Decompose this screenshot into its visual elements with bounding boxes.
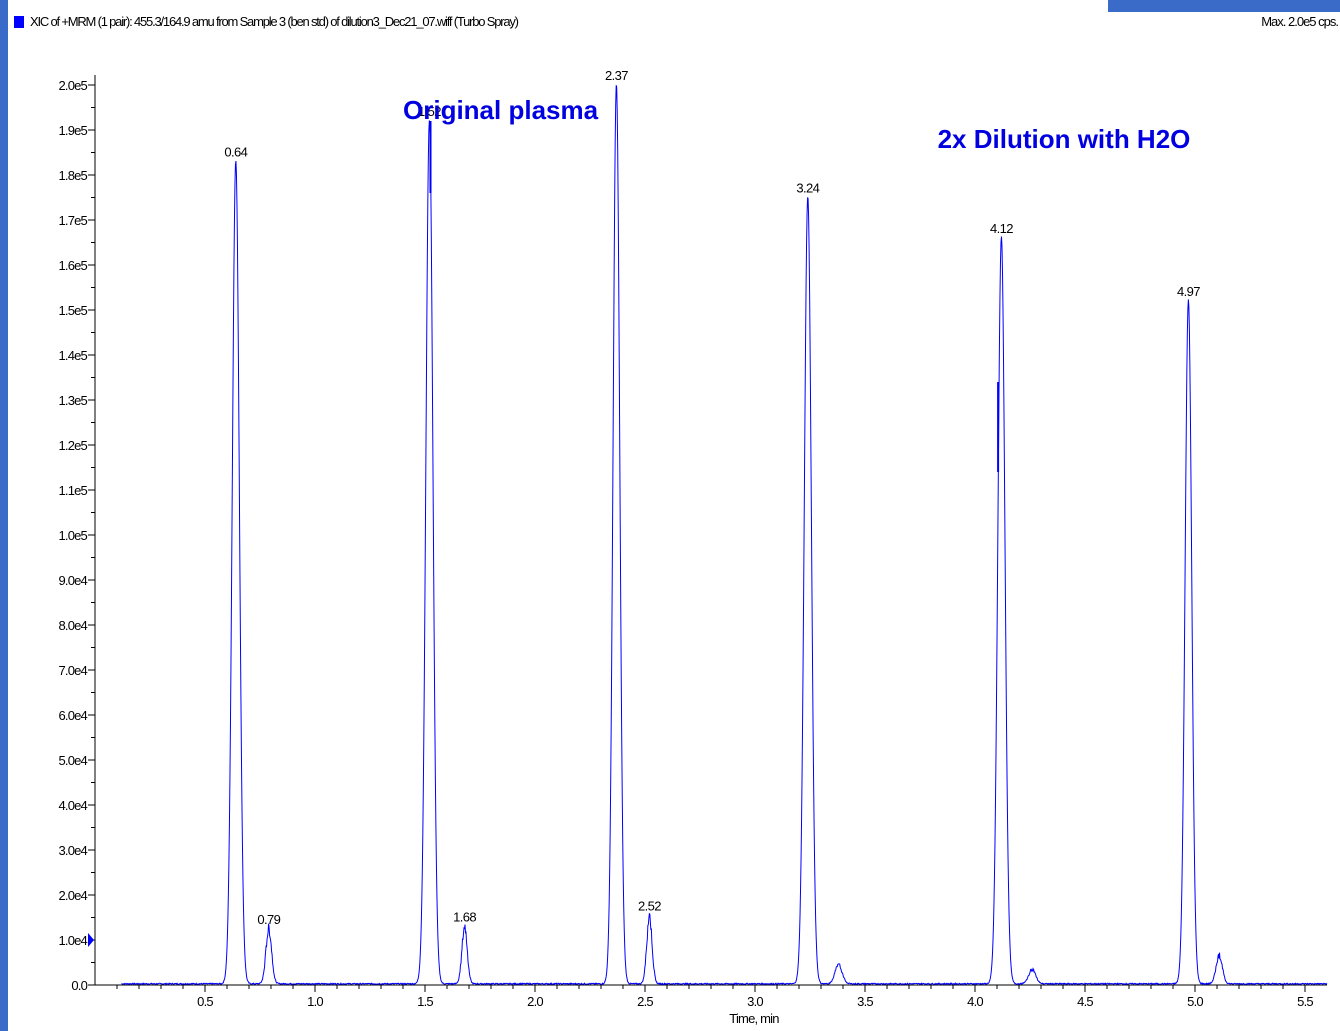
x-tick-label: 3.5: [857, 994, 873, 1009]
y-tick-label: 1.5e5: [58, 303, 87, 318]
y-tick-label: 8.0e4: [58, 618, 87, 633]
y-tick-label: 3.0e4: [58, 843, 87, 858]
chromatogram-trace: [121, 85, 1328, 986]
peak-label: 2.52: [638, 898, 661, 913]
peak-label: 4.97: [1177, 284, 1200, 299]
y-tick-label: 9.0e4: [58, 573, 87, 588]
peak-label: 0.79: [257, 912, 280, 927]
y-tick-label: 1.0e4: [58, 933, 87, 948]
y-tick-label: 1.7e5: [58, 213, 87, 228]
max-intensity-label: Max. 2.0e5 cps.: [1261, 14, 1339, 29]
y-tick-label: 2.0e5: [58, 78, 87, 93]
window-frame-band: [1108, 0, 1340, 12]
x-tick-label: 4.0: [967, 994, 983, 1009]
trace-title: XIC of +MRM (1 pair): 455.3/164.9 amu fr…: [30, 14, 519, 29]
peak-label: 1.68: [453, 910, 476, 925]
window-frame-notch: [1096, 0, 1108, 12]
peak-label: 1.52: [418, 104, 441, 119]
y-tick-label: 7.0e4: [58, 663, 87, 678]
x-tick-label: 0.5: [197, 994, 213, 1009]
x-axis-label: Time, min: [729, 1011, 779, 1026]
annotation-text: Original plasma: [403, 95, 599, 125]
x-tick-label: 2.0: [527, 994, 543, 1009]
y-tick-label: 5.0e4: [58, 753, 87, 768]
peak-label: 2.37: [605, 68, 628, 83]
x-tick-label: 3.0: [747, 994, 763, 1009]
x-tick-label: 1.0: [307, 994, 323, 1009]
peak-label: 4.12: [990, 221, 1013, 236]
y-tick-label: 0.0: [71, 978, 87, 993]
y-tick-label: 6.0e4: [58, 708, 87, 723]
y-tick-label: 1.3e5: [58, 393, 87, 408]
intensity-marker-icon[interactable]: [88, 933, 94, 947]
annotation-text: 2x Dilution with H2O: [938, 124, 1191, 154]
x-tick-label: 5.0: [1187, 994, 1203, 1009]
trace-layer: [121, 85, 1328, 986]
y-tick-label: 4.0e4: [58, 798, 87, 813]
axis-ticks: 0.5 1.0 1.5 2.0 2.5 3.0 3.5 4.0 4.5 5.0 5.5 0.0 1.0e…: [58, 78, 1314, 1009]
y-tick-label: 1.4e5: [58, 348, 87, 363]
y-tick-label: 1.9e5: [58, 123, 87, 138]
x-tick-label: 2.5: [637, 994, 653, 1009]
peak-label: 0.64: [224, 145, 247, 160]
y-tick-label: 2.0e4: [58, 888, 87, 903]
y-tick-label: 1.8e5: [58, 168, 87, 183]
y-tick-label: 1.1e5: [58, 483, 87, 498]
y-tick-label: 1.0e5: [58, 528, 87, 543]
axes: [94, 75, 1327, 986]
x-tick-label: 4.5: [1077, 994, 1093, 1009]
y-tick-label: 1.2e5: [58, 438, 87, 453]
x-tick-label: 5.5: [1297, 994, 1313, 1009]
chromatogram-window: [8, 0, 1340, 1031]
peak-labels: 0.64 0.79 1.52 1.68 2.37 2.52 3.24 4.12 4.97: [224, 68, 1200, 927]
x-tick-label: 1.5: [417, 994, 433, 1009]
peak-label: 3.24: [796, 181, 819, 196]
trace-color-swatch[interactable]: [14, 16, 24, 28]
annotations: Original plasma 2x Dilution with H2O: [403, 95, 1190, 154]
y-tick-label: 1.6e5: [58, 258, 87, 273]
